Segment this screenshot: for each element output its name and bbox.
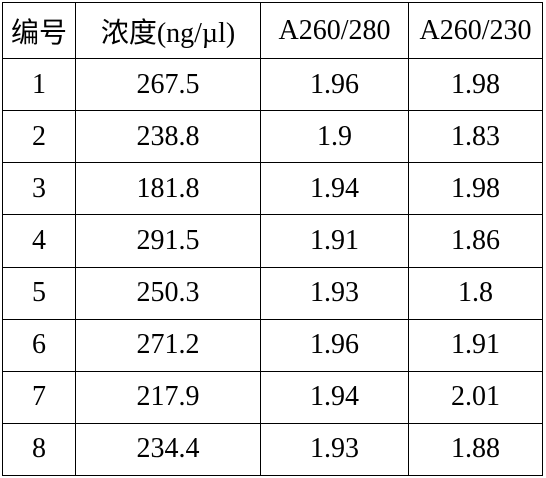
table-cell: 291.5	[75, 214, 261, 268]
header-cell: A260/230	[408, 2, 543, 59]
table-cell: 1.98	[408, 162, 543, 216]
table-row: 2 238.8 1.9 1.83	[2, 110, 543, 164]
table-cell: 8	[2, 422, 76, 477]
table-cell: 267.5	[75, 57, 261, 112]
table-cell: 234.4	[75, 422, 261, 477]
table-cell: 250.3	[75, 266, 261, 320]
table-cell: 1.94	[260, 162, 409, 216]
header-cell: A260/280	[260, 2, 409, 59]
table-cell: 1.91	[408, 318, 543, 372]
table-cell: 1.93	[260, 422, 409, 477]
table-cell: 1.83	[408, 110, 543, 164]
table-cell: 1.86	[408, 214, 543, 268]
table-row: 3 181.8 1.94 1.98	[2, 162, 543, 216]
table-cell: 1.91	[260, 214, 409, 268]
table-cell: 1.9	[260, 110, 409, 164]
table-cell: 1.96	[260, 57, 409, 112]
table-cell: 2	[2, 110, 76, 164]
table-cell: 1.8	[408, 266, 543, 320]
table-cell: 1.93	[260, 266, 409, 320]
table-cell: 238.8	[75, 110, 261, 164]
table-row: 1 267.5 1.96 1.98	[2, 57, 543, 112]
header-cell: 浓度(ng/µl)	[75, 2, 261, 59]
table-row: 5 250.3 1.93 1.8	[2, 266, 543, 320]
table-cell: 1.94	[260, 370, 409, 424]
table-row: 8 234.4 1.93 1.88	[2, 422, 543, 477]
table-cell: 5	[2, 266, 76, 320]
table-cell: 1.88	[408, 422, 543, 477]
table-cell: 7	[2, 370, 76, 424]
table-row: 6 271.2 1.96 1.91	[2, 318, 543, 372]
table-cell: 1.98	[408, 57, 543, 112]
table-cell: 3	[2, 162, 76, 216]
header-cell: 编号	[2, 2, 76, 59]
table-cell: 4	[2, 214, 76, 268]
table-row: 4 291.5 1.91 1.86	[2, 214, 543, 268]
table-cell: 271.2	[75, 318, 261, 372]
table-cell: 217.9	[75, 370, 261, 424]
table-cell: 1.96	[260, 318, 409, 372]
table-row: 7 217.9 1.94 2.01	[2, 370, 543, 424]
header-row: 编号 浓度(ng/µl) A260/280 A260/230	[2, 2, 543, 59]
table-cell: 6	[2, 318, 76, 372]
table-cell: 2.01	[408, 370, 543, 424]
table-cell: 1	[2, 57, 76, 112]
table-body: 1 267.5 1.96 1.98 2 238.8 1.9 1.83 3 181.8 1.94 1.9…	[2, 57, 543, 477]
table-cell: 181.8	[75, 162, 261, 216]
table-header: 编号 浓度(ng/µl) A260/280 A260/230	[2, 2, 543, 59]
